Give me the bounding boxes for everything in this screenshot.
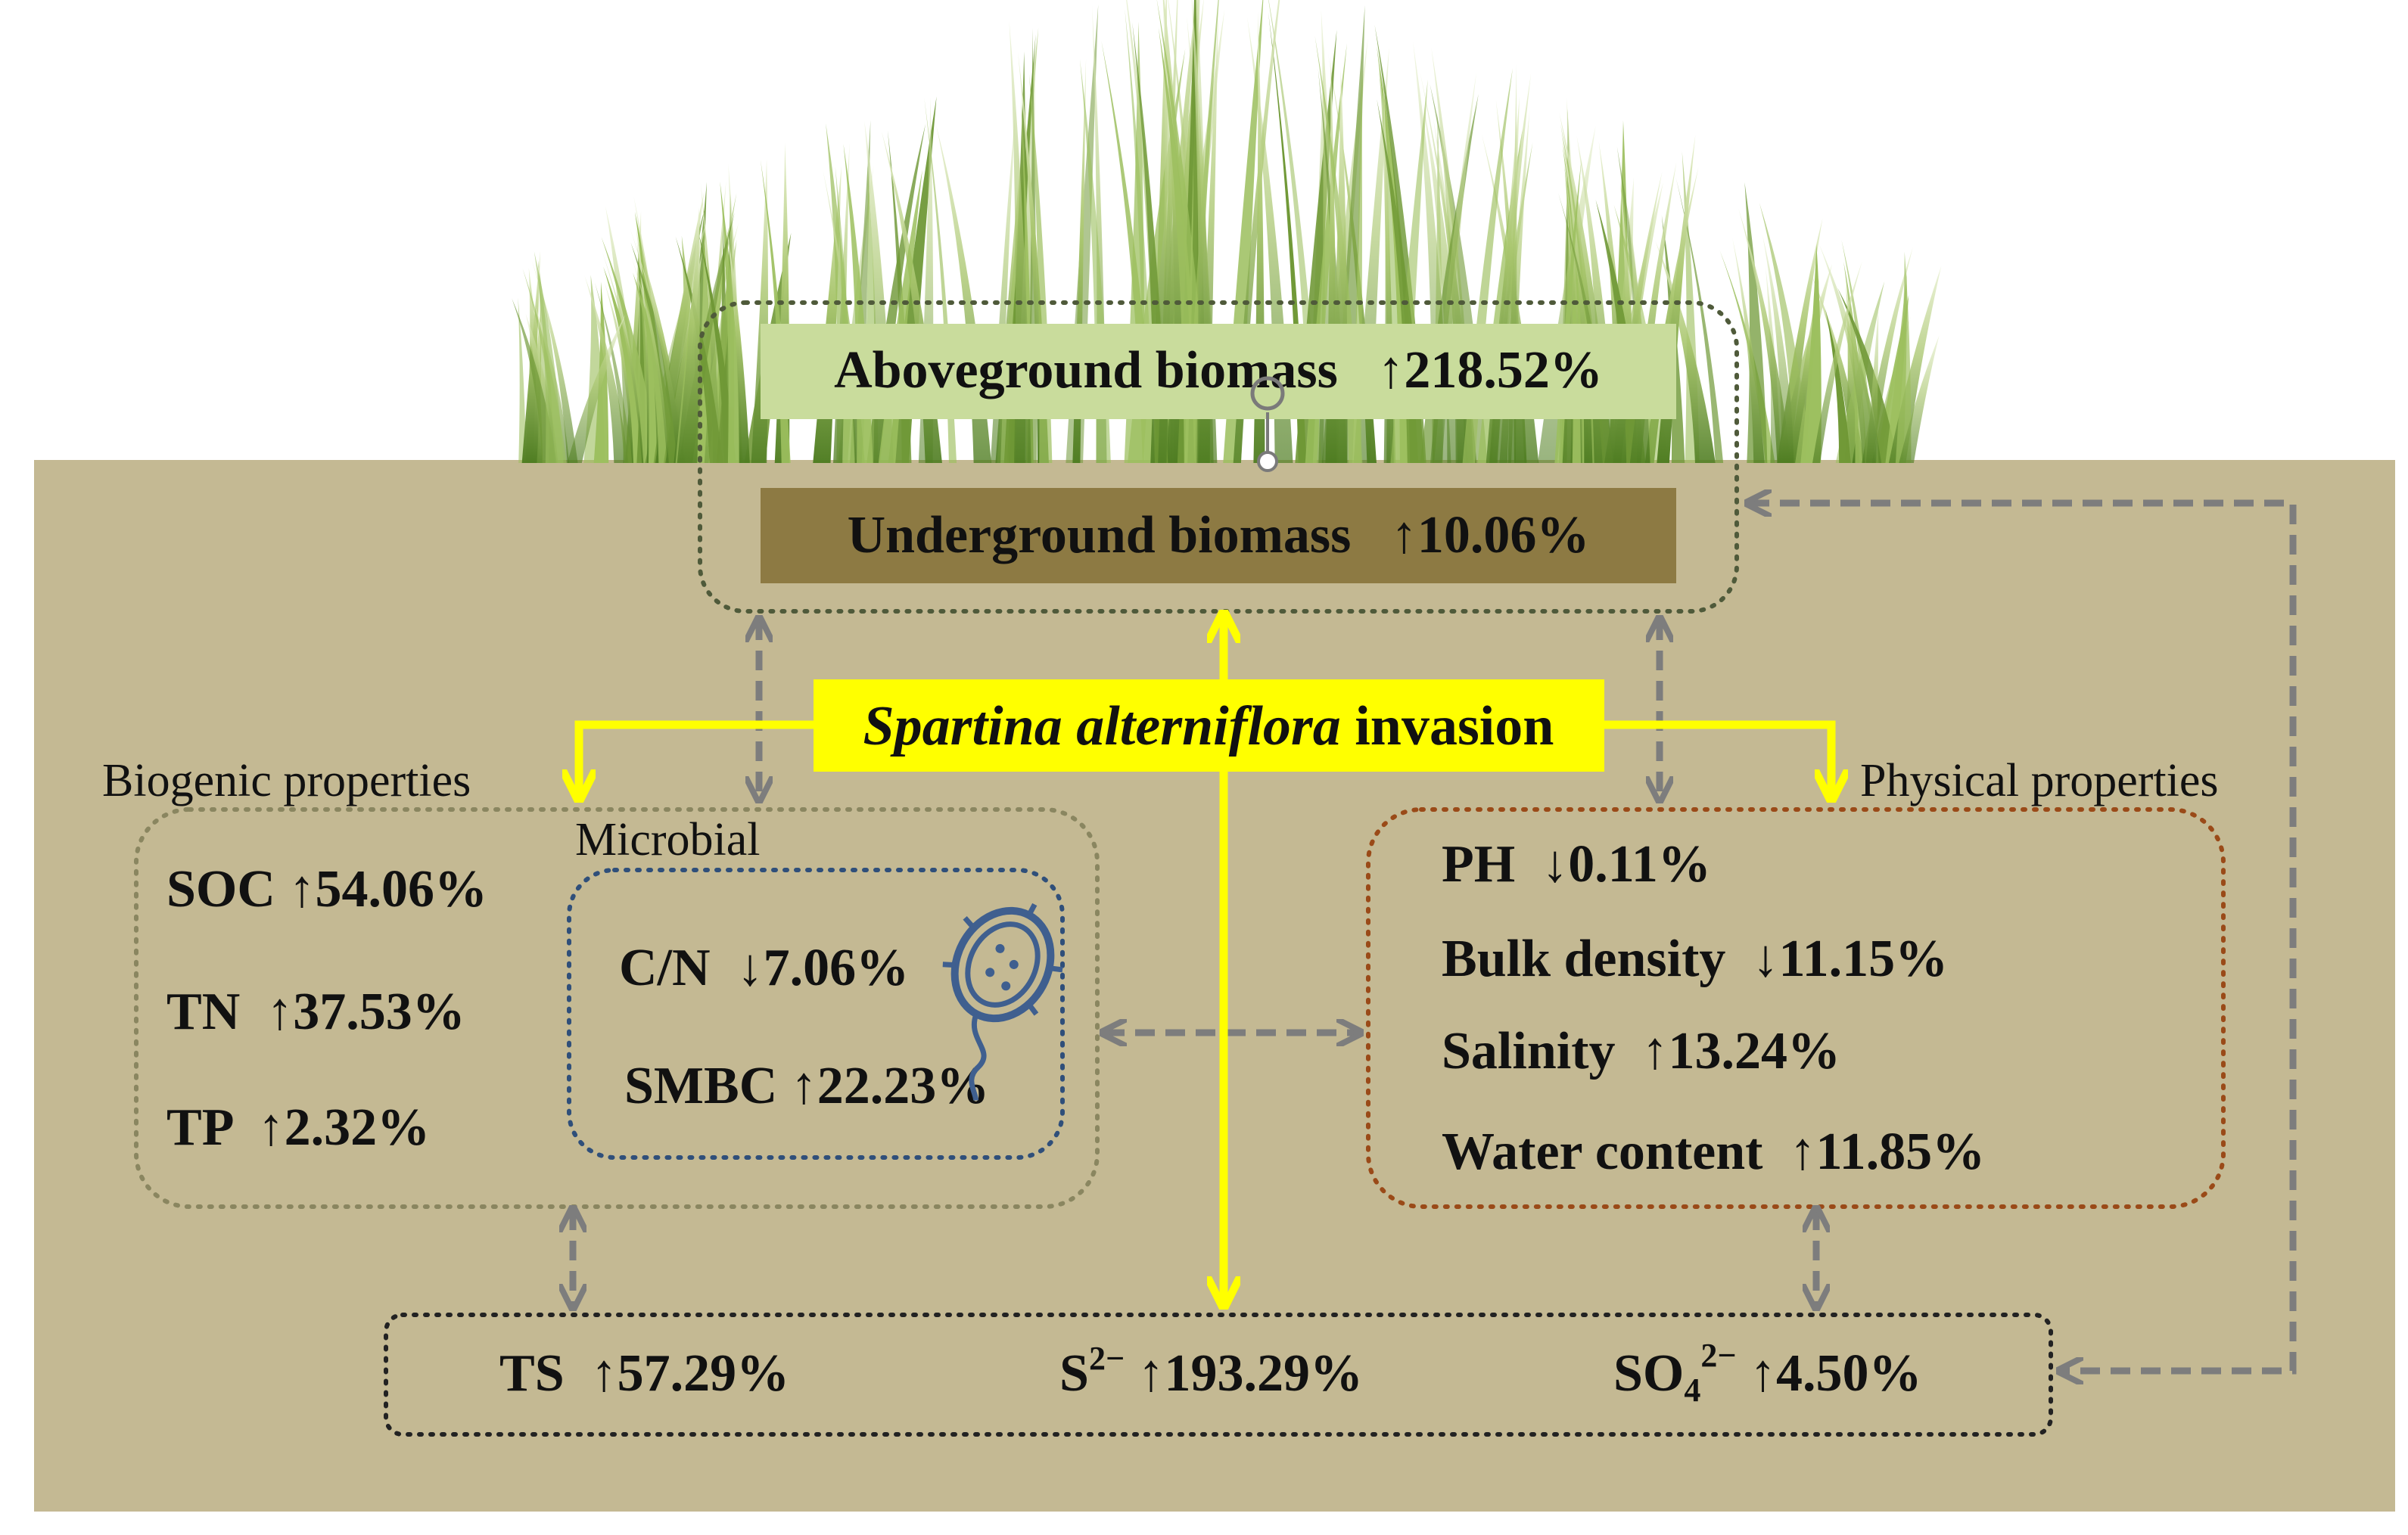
grass-blade: [1865, 307, 1879, 463]
aboveground-change: ↑218.52%: [1377, 341, 1603, 399]
water-content-text: Water content ↑11.85%: [1442, 1123, 1985, 1181]
grass-blade: [1800, 244, 1822, 463]
grass-blade: [567, 314, 626, 463]
microbial-box: [567, 868, 1065, 1160]
s2-change: ↑193.29%: [1138, 1344, 1364, 1403]
grass-blade: [534, 251, 564, 463]
grass-blade: [512, 298, 557, 463]
grass-blade: [518, 297, 527, 463]
soc-label: SOC: [166, 860, 275, 918]
arrow-sulfur-biomass-loop: [1750, 503, 2297, 1371]
s2-label: S: [1059, 1344, 1089, 1403]
bulk-density-change: ↓11.15%: [1752, 930, 1948, 988]
smbc-label: SMBC: [624, 1057, 777, 1115]
tn-label: TN: [166, 983, 240, 1041]
grass-blade: [1655, 241, 1716, 463]
invasion-word: invasion: [1341, 695, 1554, 757]
s2-superscript: 2−: [1089, 1340, 1125, 1377]
bulk-density-text: Bulk density ↓11.15%: [1442, 930, 1948, 988]
rotate-handle-icon: [1250, 376, 1285, 472]
grass-blade: [531, 260, 578, 463]
so4-change: ↑4.50%: [1750, 1344, 1922, 1403]
grass-blade: [1812, 261, 1862, 463]
underground-box: [761, 488, 1676, 583]
water-content-label: Water content: [1442, 1123, 1762, 1181]
grass-blade: [1732, 238, 1765, 463]
biogenic-title: Biogenic properties: [102, 755, 471, 806]
grass-blade: [1825, 309, 1851, 463]
smbc-change: ↑22.23%: [791, 1057, 990, 1115]
s2-text: S2− ↑193.29%: [1059, 1340, 1363, 1403]
grass-blade: [677, 207, 700, 463]
soc-change: ↑54.06%: [288, 860, 487, 918]
grass-blade: [726, 224, 750, 463]
grass-blade: [1895, 251, 1912, 463]
grass-blade: [584, 275, 629, 463]
tn-change: ↑37.53%: [266, 983, 465, 1041]
ts-change: ↑57.29%: [591, 1344, 790, 1403]
biomass-group-border: [698, 300, 1739, 614]
grass-blade: [697, 228, 736, 463]
tp-text: TP ↑2.32%: [166, 1098, 430, 1157]
yellow-arrow-to-biogenic: [579, 720, 817, 796]
so4-text: SO42− ↑4.50%: [1613, 1337, 1921, 1409]
so4-subscript: 4: [1684, 1372, 1700, 1409]
aboveground-label: Aboveground biomass: [834, 341, 1338, 399]
underground-label: Underground biomass: [848, 506, 1352, 564]
so4-superscript: 2−: [1700, 1337, 1736, 1374]
aboveground-text: Aboveground biomass ↑218.52%: [834, 341, 1603, 399]
ph-label: PH: [1442, 835, 1515, 893]
so4-label: SO: [1613, 1344, 1684, 1403]
grass-blade: [1899, 335, 1940, 463]
invasion-text: Spartina alterniflora invasion: [863, 695, 1554, 757]
ts-text: TS ↑57.29%: [499, 1344, 789, 1403]
aboveground-box: [761, 324, 1676, 419]
physical-title: Physical properties: [1860, 755, 2219, 806]
ph-change: ↓0.11%: [1542, 835, 1711, 893]
tn-text: TN ↑37.53%: [166, 983, 465, 1041]
tp-label: TP: [166, 1098, 233, 1157]
microbial-title: Microbial: [575, 814, 761, 865]
smbc-text: SMBC ↑22.23%: [624, 1057, 989, 1115]
cn-text: C/N ↓7.06%: [619, 939, 909, 997]
ph-text: PH ↓0.11%: [1442, 835, 1711, 893]
invasion-box: [814, 679, 1604, 772]
underground-text: Underground biomass ↑10.06%: [848, 506, 1590, 564]
salinity-text: Salinity ↑13.24%: [1442, 1022, 1840, 1080]
cn-change: ↓7.06%: [737, 939, 910, 997]
invasion-species: Spartina alterniflora: [863, 695, 1341, 757]
tp-change: ↑2.32%: [258, 1098, 431, 1157]
grass-blade: [1738, 208, 1791, 463]
grass-blade: [1819, 244, 1882, 463]
grass-blade: [1675, 177, 1724, 464]
salinity-change: ↑13.24%: [1642, 1022, 1841, 1080]
grass-blade: [1762, 235, 1797, 463]
ts-label: TS: [499, 1344, 565, 1403]
yellow-arrow-to-physical: [1601, 720, 1831, 796]
water-content-change: ↑11.85%: [1789, 1123, 1985, 1181]
salinity-label: Salinity: [1442, 1022, 1616, 1080]
soc-text: SOC ↑54.06%: [166, 860, 487, 918]
cn-label: C/N: [619, 939, 711, 997]
grass-blade: [630, 227, 686, 463]
grass-blade: [594, 282, 633, 463]
biogenic-box: [134, 807, 1100, 1209]
bulk-density-label: Bulk density: [1442, 930, 1725, 988]
underground-change: ↑10.06%: [1391, 506, 1590, 564]
grass-blade: [601, 236, 659, 463]
bacterium-icon: [942, 903, 1063, 1101]
grass-blade: [1837, 287, 1898, 463]
